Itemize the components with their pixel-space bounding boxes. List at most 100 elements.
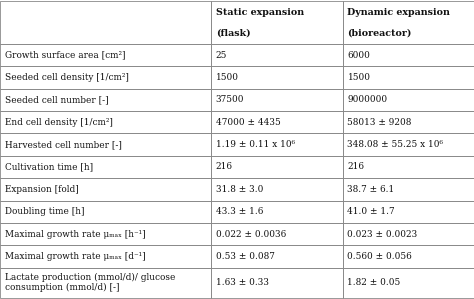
- Bar: [0, 178, 211, 201]
- Text: 1500: 1500: [347, 73, 371, 82]
- Text: Harvested cell number [-]: Harvested cell number [-]: [5, 140, 122, 149]
- Bar: [0, 1, 211, 44]
- Bar: [0, 66, 211, 89]
- Text: 38.7 ± 6.1: 38.7 ± 6.1: [347, 185, 395, 194]
- Text: 1500: 1500: [216, 73, 239, 82]
- Text: 0.53 ± 0.087: 0.53 ± 0.087: [216, 252, 274, 261]
- Text: Expansion [fold]: Expansion [fold]: [5, 185, 79, 194]
- Bar: [343, 178, 474, 201]
- Text: 216: 216: [347, 162, 365, 172]
- Text: 37500: 37500: [216, 95, 244, 104]
- Bar: [211, 111, 343, 133]
- Bar: [0, 133, 211, 156]
- Text: Growth surface area [cm²]: Growth surface area [cm²]: [5, 51, 125, 60]
- Text: Seeded cell number [-]: Seeded cell number [-]: [5, 95, 109, 104]
- Bar: [0, 89, 211, 111]
- Bar: [0, 245, 211, 268]
- Text: 348.08 ± 55.25 x 10⁶: 348.08 ± 55.25 x 10⁶: [347, 140, 444, 149]
- Bar: [343, 44, 474, 66]
- Text: End cell density [1/cm²]: End cell density [1/cm²]: [5, 118, 113, 127]
- Bar: [343, 268, 474, 298]
- Bar: [343, 66, 474, 89]
- Bar: [343, 89, 474, 111]
- Text: 1.63 ± 0.33: 1.63 ± 0.33: [216, 278, 269, 287]
- Bar: [343, 156, 474, 178]
- Bar: [0, 44, 211, 66]
- Bar: [343, 44, 474, 66]
- Bar: [211, 223, 343, 245]
- Text: Maximal growth rate μₘₐₓ [d⁻¹]: Maximal growth rate μₘₐₓ [d⁻¹]: [5, 252, 146, 261]
- Text: 47000 ± 4435: 47000 ± 4435: [216, 118, 281, 127]
- Bar: [211, 156, 343, 178]
- Bar: [211, 133, 343, 156]
- Bar: [343, 178, 474, 201]
- Text: 43.3 ± 1.6: 43.3 ± 1.6: [216, 207, 263, 216]
- Bar: [0, 44, 211, 66]
- Bar: [211, 178, 343, 201]
- Bar: [343, 111, 474, 133]
- Bar: [0, 223, 211, 245]
- Bar: [0, 268, 211, 298]
- Text: 1.19 ± 0.11 x 10⁶: 1.19 ± 0.11 x 10⁶: [216, 140, 295, 149]
- Text: Maximal growth rate μₘₐₓ [h⁻¹]: Maximal growth rate μₘₐₓ [h⁻¹]: [5, 230, 146, 239]
- Text: Lactate production (mmol/d)/ glucose
consumption (mmol/d) [-]: Lactate production (mmol/d)/ glucose con…: [5, 273, 175, 292]
- Bar: [211, 201, 343, 223]
- Bar: [0, 111, 211, 133]
- Bar: [0, 223, 211, 245]
- Text: 25: 25: [216, 51, 227, 60]
- Bar: [211, 66, 343, 89]
- Text: 0.560 ± 0.056: 0.560 ± 0.056: [347, 252, 412, 261]
- Bar: [343, 1, 474, 44]
- Bar: [211, 66, 343, 89]
- Bar: [0, 111, 211, 133]
- Text: 6000: 6000: [347, 51, 370, 60]
- Text: 58013 ± 9208: 58013 ± 9208: [347, 118, 412, 127]
- Text: 31.8 ± 3.0: 31.8 ± 3.0: [216, 185, 263, 194]
- Bar: [0, 66, 211, 89]
- Text: 0.022 ± 0.0036: 0.022 ± 0.0036: [216, 230, 286, 239]
- Text: 1.82 ± 0.05: 1.82 ± 0.05: [347, 278, 401, 287]
- Bar: [343, 201, 474, 223]
- Bar: [0, 133, 211, 156]
- Text: 216: 216: [216, 162, 233, 172]
- Bar: [343, 1, 474, 44]
- Bar: [0, 201, 211, 223]
- Bar: [0, 156, 211, 178]
- Bar: [343, 223, 474, 245]
- Bar: [211, 44, 343, 66]
- Bar: [211, 1, 343, 44]
- Bar: [211, 268, 343, 298]
- Bar: [0, 201, 211, 223]
- Bar: [0, 178, 211, 201]
- Text: Cultivation time [h]: Cultivation time [h]: [5, 162, 93, 172]
- Bar: [0, 1, 211, 44]
- Bar: [211, 268, 343, 298]
- Text: 9000000: 9000000: [347, 95, 388, 104]
- Text: Dynamic expansion

(bioreactor): Dynamic expansion (bioreactor): [347, 8, 450, 38]
- Bar: [343, 66, 474, 89]
- Bar: [343, 111, 474, 133]
- Text: Seeded cell density [1/cm²]: Seeded cell density [1/cm²]: [5, 73, 128, 82]
- Bar: [343, 268, 474, 298]
- Bar: [343, 89, 474, 111]
- Bar: [343, 133, 474, 156]
- Bar: [211, 178, 343, 201]
- Bar: [211, 44, 343, 66]
- Bar: [343, 223, 474, 245]
- Bar: [0, 268, 211, 298]
- Bar: [211, 89, 343, 111]
- Bar: [211, 201, 343, 223]
- Bar: [211, 156, 343, 178]
- Bar: [211, 89, 343, 111]
- Text: 41.0 ± 1.7: 41.0 ± 1.7: [347, 207, 395, 216]
- Bar: [0, 89, 211, 111]
- Text: Static expansion

(flask): Static expansion (flask): [216, 8, 304, 38]
- Bar: [343, 245, 474, 268]
- Text: 0.023 ± 0.0023: 0.023 ± 0.0023: [347, 230, 418, 239]
- Bar: [343, 156, 474, 178]
- Bar: [211, 1, 343, 44]
- Bar: [0, 156, 211, 178]
- Bar: [211, 245, 343, 268]
- Text: Doubling time [h]: Doubling time [h]: [5, 207, 84, 216]
- Bar: [343, 133, 474, 156]
